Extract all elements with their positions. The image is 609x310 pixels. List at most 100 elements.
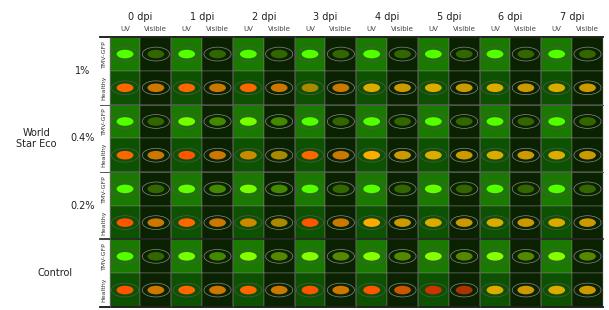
Circle shape [271,151,287,159]
Bar [480,71,510,105]
Text: 4 dpi: 4 dpi [375,12,400,22]
Bar [356,138,387,172]
Bar [295,273,325,307]
Bar [541,138,572,172]
Text: 5 dpi: 5 dpi [437,12,461,22]
Circle shape [548,218,565,227]
Bar [572,206,603,239]
Circle shape [178,50,195,58]
Circle shape [394,151,411,159]
Circle shape [271,117,287,126]
Circle shape [117,252,133,261]
Circle shape [117,83,133,92]
Bar [387,71,418,105]
Circle shape [333,50,349,58]
Circle shape [178,218,195,227]
Bar [387,206,418,239]
Circle shape [518,218,534,227]
Bar [295,105,325,138]
Bar [202,206,233,239]
Bar [387,239,418,273]
Bar [202,105,233,138]
Circle shape [117,117,133,126]
Circle shape [487,185,504,193]
Circle shape [364,83,380,92]
Text: UV: UV [552,26,561,33]
Bar [387,273,418,307]
Circle shape [425,185,442,193]
Bar [264,273,295,307]
Bar [171,71,202,105]
Circle shape [425,83,442,92]
Text: UV: UV [490,26,500,33]
Circle shape [364,218,380,227]
Circle shape [209,252,226,261]
Bar [541,273,572,307]
Text: UV: UV [367,26,376,33]
Circle shape [487,117,504,126]
Bar [356,105,387,138]
Bar [480,37,510,71]
Bar [541,105,572,138]
Bar [141,239,171,273]
Bar [449,138,480,172]
Text: TMV-GFP: TMV-GFP [102,108,107,135]
Circle shape [394,286,411,294]
Bar [510,37,541,71]
Circle shape [271,50,287,58]
Bar [141,172,171,206]
Bar [264,172,295,206]
Bar [202,273,233,307]
Bar [295,239,325,273]
Circle shape [178,252,195,261]
Text: Healthy: Healthy [102,76,107,100]
Bar [171,105,202,138]
Circle shape [147,185,164,193]
Bar [510,105,541,138]
Circle shape [364,252,380,261]
Circle shape [301,83,319,92]
Text: World
Star Eco: World Star Eco [16,127,57,149]
Circle shape [240,50,257,58]
Circle shape [364,185,380,193]
Text: 6 dpi: 6 dpi [498,12,523,22]
Circle shape [209,117,226,126]
Bar [233,273,264,307]
Bar [449,105,480,138]
Circle shape [209,286,226,294]
Circle shape [209,218,226,227]
Circle shape [301,252,319,261]
Circle shape [209,83,226,92]
Circle shape [456,286,473,294]
Bar [171,239,202,273]
Circle shape [301,286,319,294]
Text: 1 dpi: 1 dpi [190,12,214,22]
Bar [572,273,603,307]
Circle shape [178,151,195,159]
Text: Healthy: Healthy [102,210,107,235]
Bar [572,71,603,105]
Bar [325,273,356,307]
Bar [110,273,141,307]
Circle shape [456,218,473,227]
Circle shape [518,151,534,159]
Text: Healthy: Healthy [102,143,107,167]
Bar [141,105,171,138]
Bar [110,239,141,273]
Circle shape [271,252,287,261]
Circle shape [333,286,349,294]
Bar [325,239,356,273]
Circle shape [147,117,164,126]
Text: TMV-GFP: TMV-GFP [102,242,107,270]
Bar [325,71,356,105]
Circle shape [178,286,195,294]
Circle shape [117,185,133,193]
Bar [202,138,233,172]
Bar [110,37,141,71]
Circle shape [333,151,349,159]
Circle shape [518,50,534,58]
Circle shape [487,252,504,261]
Bar [449,273,480,307]
Text: 2 dpi: 2 dpi [252,12,276,22]
Bar [449,37,480,71]
